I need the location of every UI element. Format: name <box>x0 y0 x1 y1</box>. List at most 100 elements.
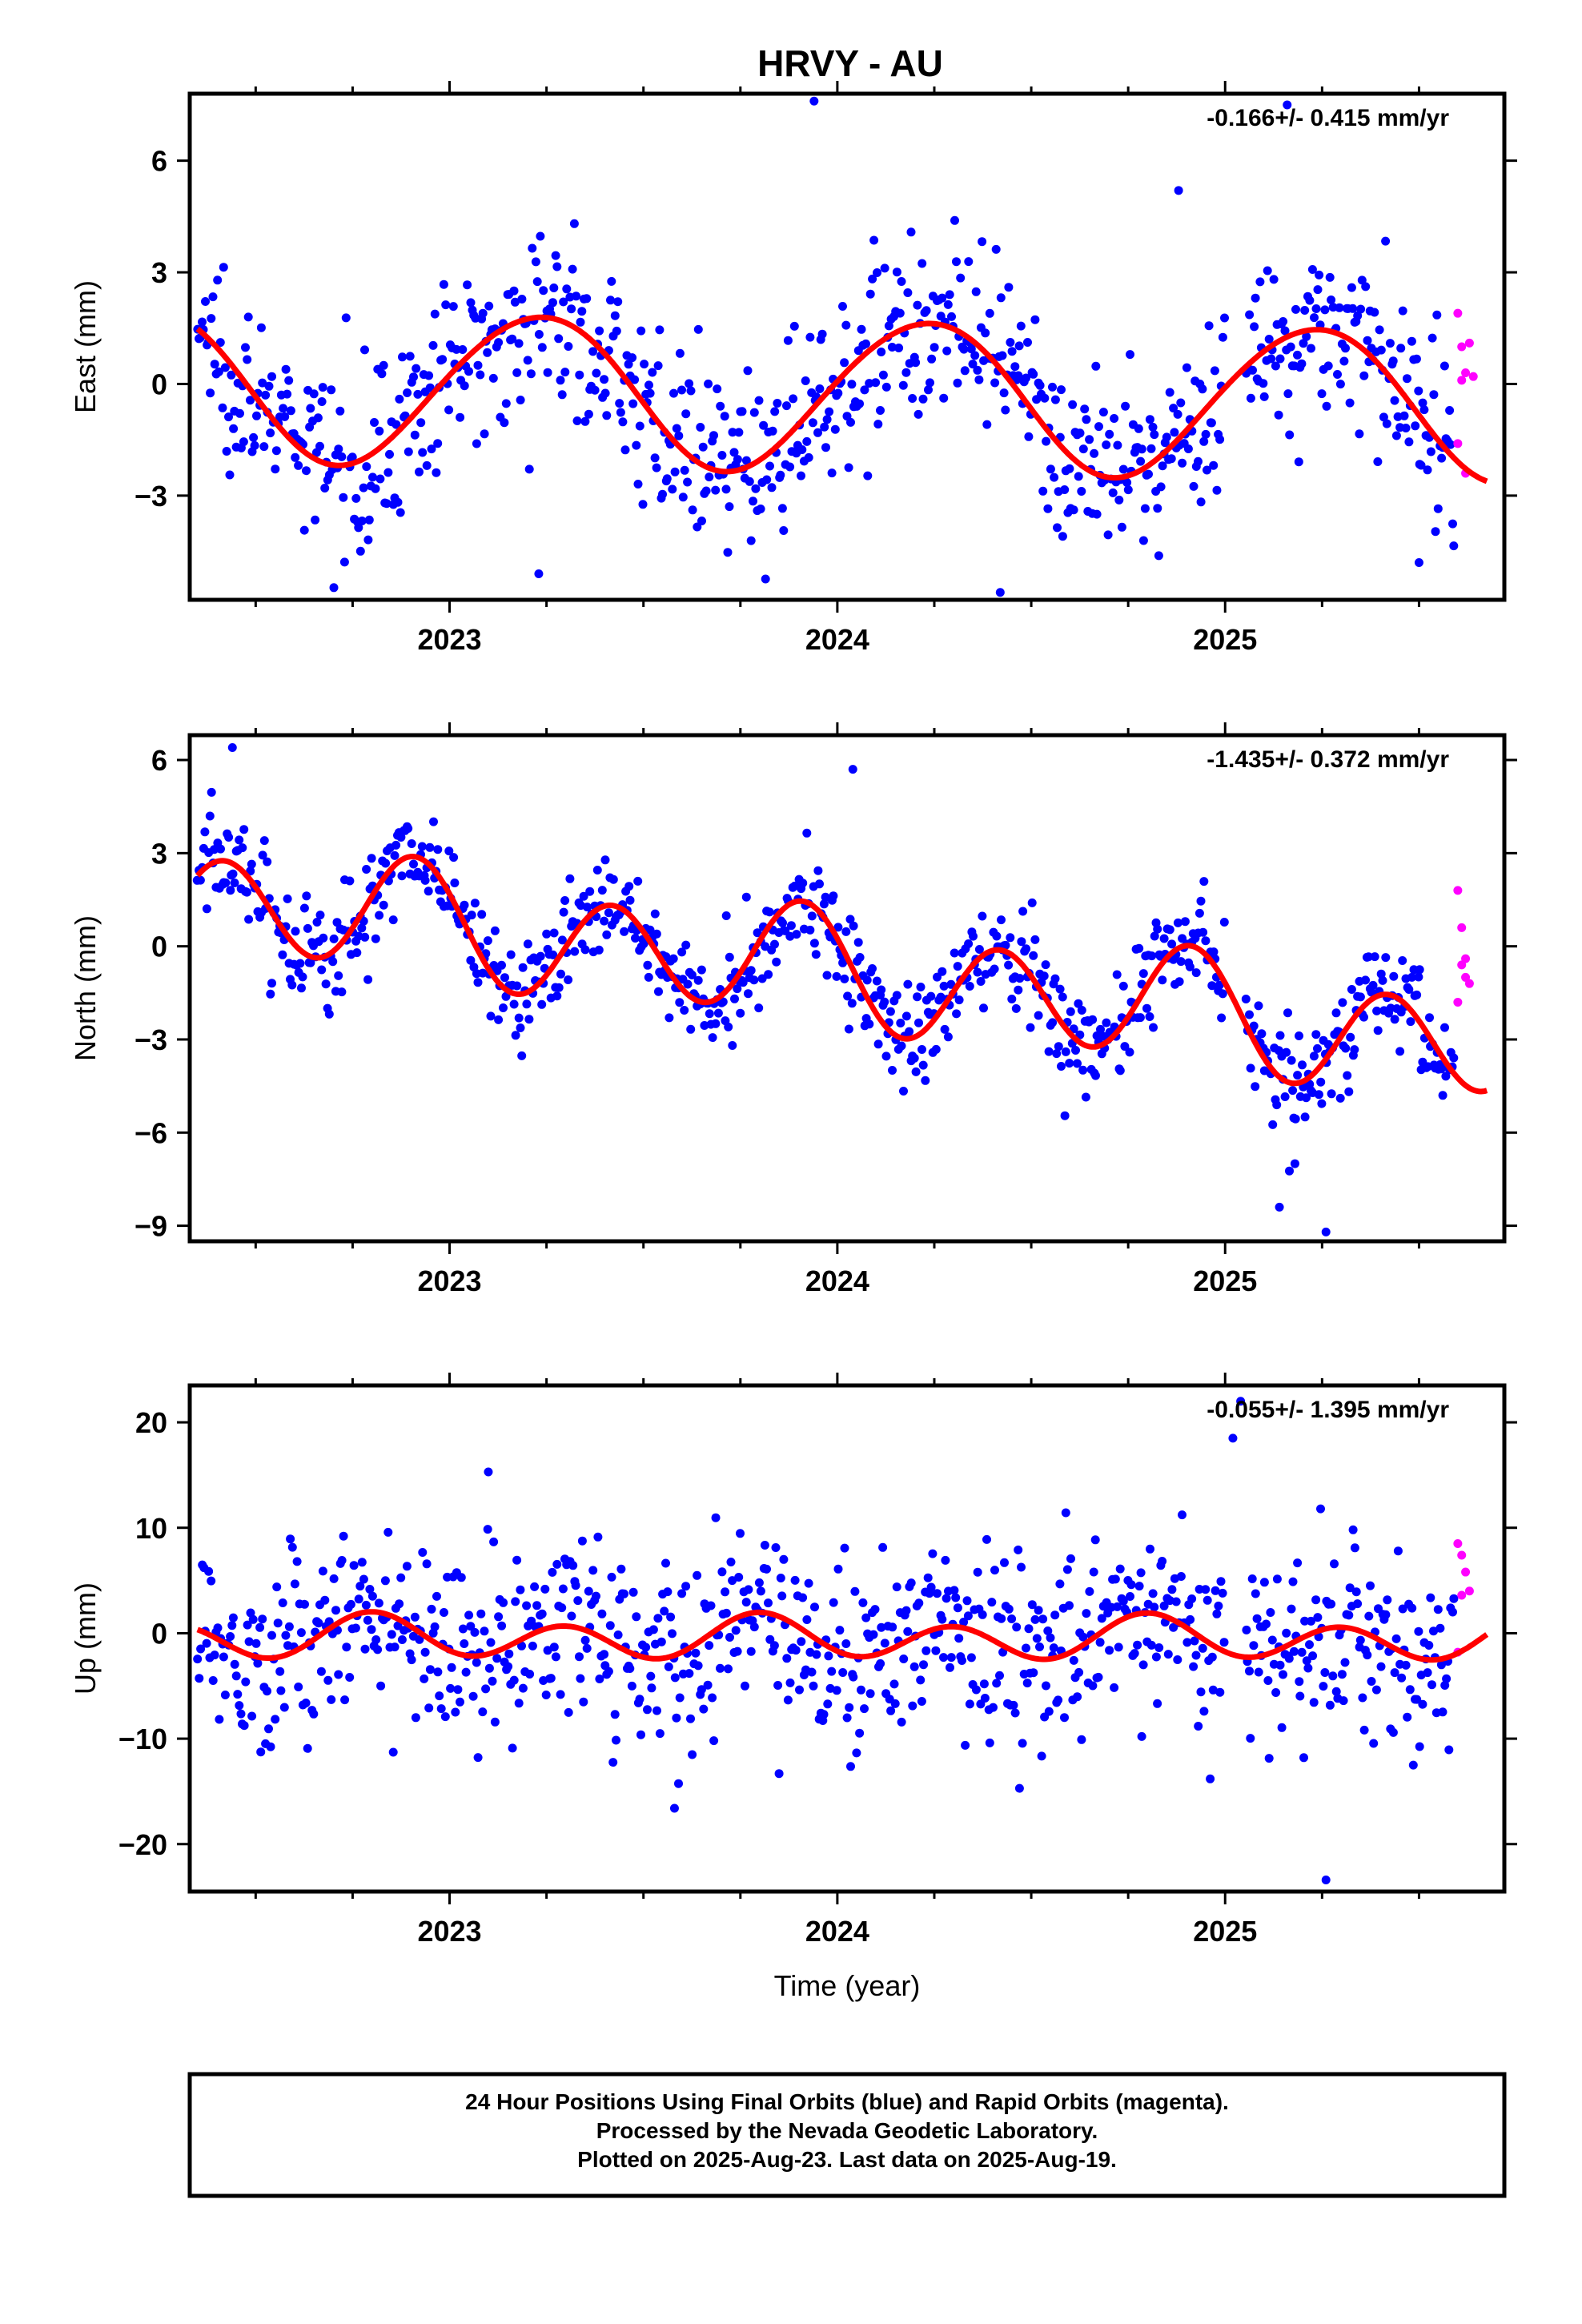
data-point-final <box>202 904 211 914</box>
data-point-rapid <box>1468 372 1478 381</box>
data-point-final <box>723 548 733 557</box>
data-point-final <box>964 939 974 948</box>
data-point-final <box>923 1573 933 1582</box>
data-point-final <box>646 1671 656 1681</box>
data-point-final <box>1414 1626 1423 1636</box>
data-point-final <box>215 1715 224 1724</box>
data-point-final <box>453 1685 463 1695</box>
data-point-final <box>1315 270 1324 279</box>
data-point-final <box>508 334 517 344</box>
data-point-final <box>450 879 460 887</box>
data-point-final <box>592 866 602 875</box>
data-point-final <box>1404 437 1414 447</box>
data-point-final <box>1007 347 1017 356</box>
data-point-final <box>323 1675 333 1685</box>
y-tick-label: −20 <box>118 1828 167 1861</box>
data-point-final <box>786 921 796 931</box>
data-point-final <box>655 325 665 335</box>
data-point-final <box>1359 1725 1369 1735</box>
data-point-final <box>290 1579 299 1589</box>
data-point-final <box>855 399 864 408</box>
data-point-final <box>952 1009 962 1019</box>
data-point-final <box>208 1676 218 1685</box>
data-point-final <box>829 891 838 901</box>
data-point-final <box>464 1610 474 1620</box>
data-point-final <box>1313 1043 1322 1053</box>
data-point-final <box>524 1015 534 1024</box>
data-point-final <box>946 979 956 989</box>
data-point-final <box>741 892 751 902</box>
y-tick-label: 0 <box>151 368 167 400</box>
data-point-final <box>1311 1030 1321 1039</box>
data-point-final <box>728 1576 737 1586</box>
data-point-final <box>1153 924 1162 934</box>
data-point-final <box>1113 440 1122 450</box>
data-point-final <box>1148 422 1158 432</box>
data-point-final <box>782 1654 792 1663</box>
data-point-final <box>950 215 959 225</box>
data-point-final <box>913 992 922 1002</box>
data-point-final <box>418 448 428 457</box>
data-point-final <box>346 1599 355 1609</box>
data-point-final <box>575 370 584 380</box>
data-point-final <box>1041 960 1050 970</box>
data-point-final <box>1407 972 1416 982</box>
data-point-final <box>1412 1695 1422 1704</box>
data-point-final <box>1339 356 1349 366</box>
data-point-final <box>857 324 866 334</box>
data-point-final <box>543 1646 552 1655</box>
data-point-final <box>1114 495 1124 505</box>
data-point-final <box>579 891 588 901</box>
data-point-final <box>1034 1011 1043 1020</box>
data-point-final <box>1150 430 1159 440</box>
data-point-final <box>749 497 757 506</box>
data-point-final <box>887 343 897 352</box>
data-point-final <box>863 471 873 480</box>
data-point-final <box>1320 305 1330 315</box>
data-point-final <box>889 1679 899 1689</box>
data-point-final <box>1090 1535 1100 1545</box>
data-point-final <box>1444 1745 1454 1755</box>
data-point-final <box>359 483 368 493</box>
footer-box: 24 Hour Positions Using Final Orbits (bl… <box>187 2072 1507 2198</box>
plot-area <box>192 743 1488 1236</box>
data-point-final <box>556 1690 565 1699</box>
data-point-final <box>301 1699 311 1707</box>
data-point-final <box>1383 1595 1392 1605</box>
data-point-final <box>1154 551 1163 561</box>
data-point-final <box>1074 472 1083 481</box>
data-point-final <box>1007 995 1017 1003</box>
data-point-final <box>1073 1059 1082 1068</box>
data-point-final <box>1078 1065 1088 1075</box>
data-point-final <box>873 420 883 429</box>
data-point-final <box>777 1591 787 1601</box>
data-point-final <box>516 1023 525 1032</box>
data-point-final <box>749 975 759 985</box>
data-point-final <box>1065 1059 1074 1068</box>
data-point-final <box>1372 1006 1382 1015</box>
data-point-final <box>403 388 412 397</box>
data-point-final <box>653 361 663 371</box>
data-point-final <box>1412 990 1422 999</box>
data-point-final <box>846 1762 855 1771</box>
footer-line-2: Processed by the Nevada Geodetic Laborat… <box>596 2118 1098 2143</box>
data-point-final <box>965 982 974 991</box>
data-point-final <box>476 370 485 380</box>
data-point-final <box>832 971 841 981</box>
data-point-final <box>393 497 403 507</box>
data-point-final <box>417 842 427 851</box>
data-point-final <box>460 900 469 910</box>
data-point-final <box>364 515 374 525</box>
data-point-final <box>675 348 685 358</box>
data-point-final <box>415 1634 424 1644</box>
data-point-final <box>995 588 1005 597</box>
data-point-final <box>263 1687 271 1696</box>
data-point-final <box>697 1685 706 1695</box>
data-point-final <box>779 526 789 535</box>
data-point-final <box>294 1683 303 1691</box>
data-point-final <box>405 352 415 361</box>
data-point-final <box>303 923 312 933</box>
data-point-final <box>1069 1655 1078 1665</box>
data-point-final <box>522 1601 532 1610</box>
data-point-final <box>1431 527 1440 537</box>
